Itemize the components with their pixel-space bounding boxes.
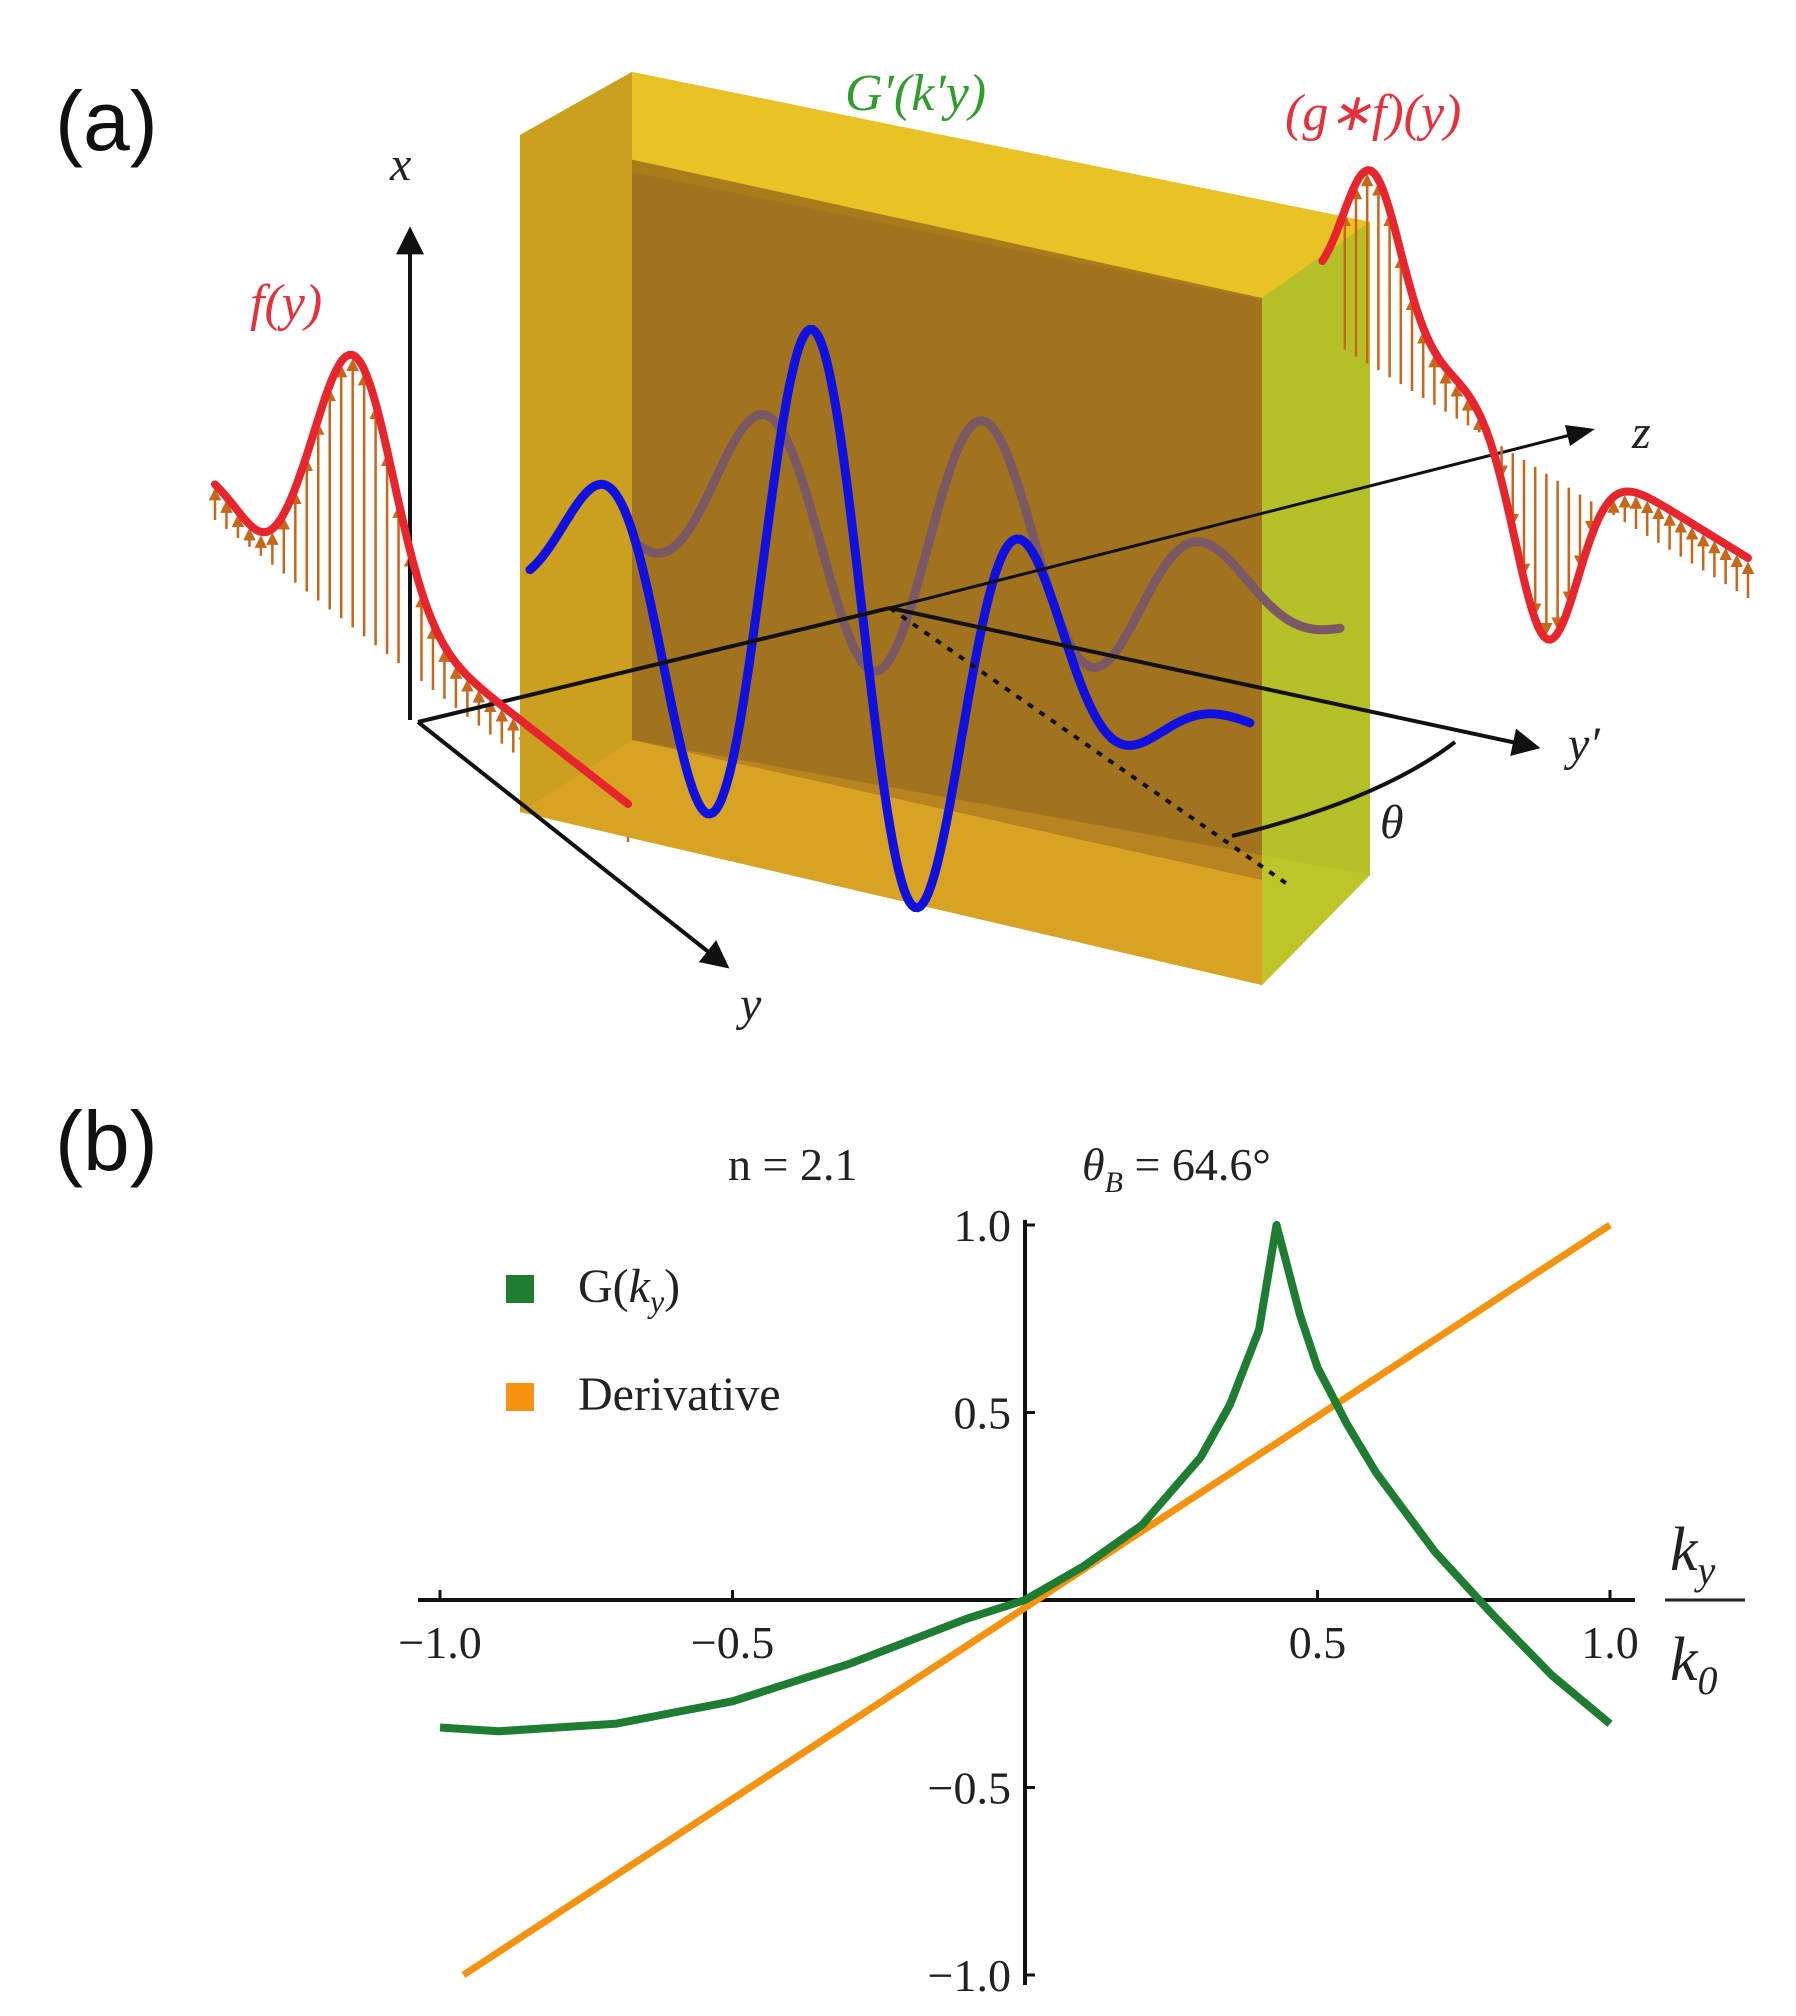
y-tick-label: −1.0 xyxy=(928,1950,1011,2001)
theta-arc xyxy=(1231,740,1457,838)
legend: G(ky) Derivative xyxy=(506,1260,781,1421)
z-axis-arrowhead xyxy=(1565,425,1595,446)
slab-left-face xyxy=(520,72,632,812)
y-prime-axis-label: y′ xyxy=(1563,718,1601,771)
x-axis-label: x xyxy=(389,138,411,191)
output-profile-curve xyxy=(1318,166,1752,644)
y-tick-label: 1.0 xyxy=(954,1200,1012,1251)
slab-side-face xyxy=(1262,222,1370,985)
y-tick-label: −0.5 xyxy=(928,1763,1011,1814)
panel-b: (b) n = 2.1 θB = 64.6° G(ky) Derivative … xyxy=(55,1094,1745,2001)
x-axis-label-numerator: ky xyxy=(1670,1516,1716,1593)
x-axis-label-denominator: k0 xyxy=(1670,1626,1718,1703)
slab-top xyxy=(520,72,1370,298)
param-theta: θB = 64.6° xyxy=(1082,1139,1271,1199)
z-axis-label: z xyxy=(1631,406,1651,459)
output-label: (g∗f)(y) xyxy=(1285,85,1461,142)
projection-dashed-line xyxy=(888,606,1292,888)
x-tick-label: 0.5 xyxy=(1289,1617,1347,1668)
panel-b-label: (b) xyxy=(55,1094,158,1188)
legend-swatch-derivative xyxy=(506,1383,534,1411)
z-axis xyxy=(889,428,1591,610)
y-tick-label: 0.5 xyxy=(954,1388,1012,1439)
input-profile-curve xyxy=(211,350,632,808)
panel-a: (a) x f(y) G′ xyxy=(55,65,1755,1031)
y-prime-axis xyxy=(889,606,1541,756)
x-axis-label: ky k0 xyxy=(1665,1516,1745,1703)
transfer-function-curve xyxy=(525,324,1255,913)
y-axis xyxy=(416,720,730,969)
x-ticks: −1.0 −0.5 0.5 1.0 xyxy=(398,1590,1639,1668)
x-tick-label: 1.0 xyxy=(1581,1617,1639,1668)
panel-a-label: (a) xyxy=(55,74,158,168)
legend-swatch-g xyxy=(506,1275,534,1303)
filter-label: G′(k′y) xyxy=(845,65,986,122)
legend-label-g: G(ky) xyxy=(578,1260,680,1319)
legend-label-derivative: Derivative xyxy=(578,1368,781,1421)
theta-label: θ xyxy=(1380,796,1404,849)
x-tick-label: −1.0 xyxy=(398,1617,481,1668)
param-n: n = 2.1 xyxy=(728,1139,857,1190)
y-axis-label: y xyxy=(735,978,762,1031)
output-field-arrows xyxy=(1338,173,1755,636)
transfer-function-shadow xyxy=(635,409,1345,676)
series-derivative xyxy=(461,1222,1612,1978)
series-g-ky xyxy=(439,1221,1613,1736)
input-label: f(y) xyxy=(250,275,322,332)
y-ticks: 1.0 0.5 −0.5 −1.0 xyxy=(928,1200,1035,2001)
x-tick-label: −0.5 xyxy=(691,1617,774,1668)
slab-bottom xyxy=(520,740,1370,985)
slab-front-face xyxy=(632,172,1262,880)
